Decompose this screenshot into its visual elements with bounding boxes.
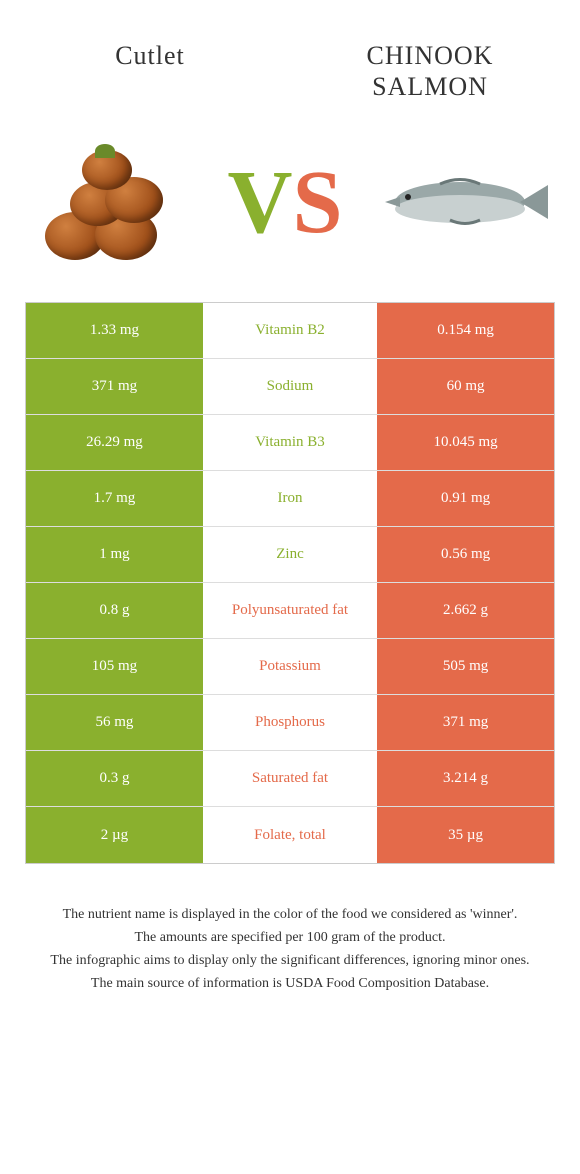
right-value: 0.56 mg — [377, 527, 554, 582]
header: Cutlet Chinook salmon — [0, 0, 580, 122]
table-row: 0.3 gSaturated fat3.214 g — [26, 751, 554, 807]
table-row: 1.7 mgIron0.91 mg — [26, 471, 554, 527]
left-value: 56 mg — [26, 695, 203, 750]
right-value: 10.045 mg — [377, 415, 554, 470]
right-food-title: Chinook salmon — [330, 40, 530, 102]
vs-v: V — [227, 151, 292, 254]
nutrient-table: 1.33 mgVitamin B20.154 mg371 mgSodium60 … — [25, 302, 555, 864]
left-value: 0.3 g — [26, 751, 203, 806]
nutrient-label: Potassium — [203, 639, 377, 694]
table-row: 1.33 mgVitamin B20.154 mg — [26, 303, 554, 359]
table-row: 371 mgSodium60 mg — [26, 359, 554, 415]
table-row: 26.29 mgVitamin B310.045 mg — [26, 415, 554, 471]
vs-label: VS — [227, 151, 342, 254]
nutrient-label: Polyunsaturated fat — [203, 583, 377, 638]
right-value: 35 µg — [377, 807, 554, 863]
table-row: 1 mgZinc0.56 mg — [26, 527, 554, 583]
left-value: 26.29 mg — [26, 415, 203, 470]
nutrient-label: Vitamin B2 — [203, 303, 377, 358]
nutrient-label: Vitamin B3 — [203, 415, 377, 470]
left-value: 1.33 mg — [26, 303, 203, 358]
left-value: 1.7 mg — [26, 471, 203, 526]
vs-s: S — [292, 151, 342, 254]
footer-notes: The nutrient name is displayed in the co… — [0, 864, 580, 994]
footer-line-2: The amounts are specified per 100 gram o… — [30, 927, 550, 948]
right-value: 505 mg — [377, 639, 554, 694]
footer-line-1: The nutrient name is displayed in the co… — [30, 904, 550, 925]
nutrient-label: Folate, total — [203, 807, 377, 863]
right-value: 2.662 g — [377, 583, 554, 638]
nutrient-label: Iron — [203, 471, 377, 526]
nutrient-label: Saturated fat — [203, 751, 377, 806]
nutrient-label: Zinc — [203, 527, 377, 582]
left-value: 2 µg — [26, 807, 203, 863]
right-value: 0.91 mg — [377, 471, 554, 526]
left-value: 371 mg — [26, 359, 203, 414]
right-value: 3.214 g — [377, 751, 554, 806]
table-row: 2 µgFolate, total35 µg — [26, 807, 554, 863]
left-value: 0.8 g — [26, 583, 203, 638]
right-value: 371 mg — [377, 695, 554, 750]
footer-line-3: The infographic aims to display only the… — [30, 950, 550, 971]
table-row: 105 mgPotassium505 mg — [26, 639, 554, 695]
table-row: 56 mgPhosphorus371 mg — [26, 695, 554, 751]
nutrient-label: Sodium — [203, 359, 377, 414]
nutrient-label: Phosphorus — [203, 695, 377, 750]
cutlet-image — [30, 137, 190, 267]
right-value: 0.154 mg — [377, 303, 554, 358]
left-value: 105 mg — [26, 639, 203, 694]
salmon-image — [380, 167, 550, 237]
hero-row: VS — [0, 122, 580, 302]
left-food-title: Cutlet — [50, 40, 250, 102]
table-row: 0.8 gPolyunsaturated fat2.662 g — [26, 583, 554, 639]
right-value: 60 mg — [377, 359, 554, 414]
left-value: 1 mg — [26, 527, 203, 582]
footer-line-4: The main source of information is USDA F… — [30, 973, 550, 994]
